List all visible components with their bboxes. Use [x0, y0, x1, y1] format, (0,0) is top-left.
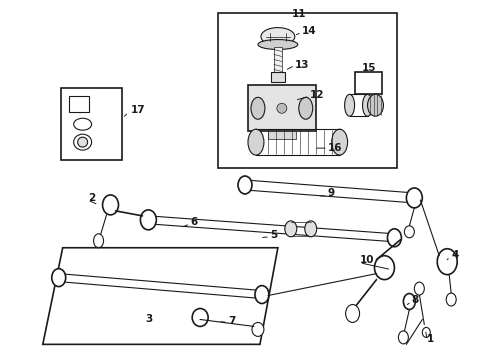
Ellipse shape: [238, 176, 252, 194]
Ellipse shape: [363, 94, 372, 116]
Bar: [218, 13, 397, 168]
Text: 6: 6: [190, 217, 197, 227]
Text: 15: 15: [362, 63, 376, 73]
Circle shape: [77, 137, 88, 147]
Text: 4: 4: [451, 250, 459, 260]
Ellipse shape: [368, 94, 384, 116]
Bar: [274, 46, 282, 82]
Ellipse shape: [285, 221, 297, 237]
Text: 3: 3: [146, 314, 153, 324]
Ellipse shape: [406, 188, 422, 208]
Ellipse shape: [345, 305, 360, 323]
Text: 12: 12: [310, 90, 324, 100]
Text: 10: 10: [360, 255, 374, 265]
Text: 11: 11: [292, 9, 306, 19]
Ellipse shape: [248, 129, 264, 155]
Ellipse shape: [305, 221, 317, 237]
Ellipse shape: [398, 331, 408, 344]
Ellipse shape: [404, 226, 415, 238]
Ellipse shape: [252, 323, 264, 336]
Bar: [248, 85, 316, 131]
Text: 14: 14: [302, 26, 317, 36]
Ellipse shape: [255, 285, 269, 303]
Bar: [69, 96, 89, 112]
Ellipse shape: [332, 129, 347, 155]
Text: 13: 13: [295, 60, 309, 71]
Ellipse shape: [251, 97, 265, 119]
Ellipse shape: [258, 40, 298, 50]
Ellipse shape: [277, 103, 287, 113]
Ellipse shape: [374, 256, 394, 280]
Bar: [268, 131, 296, 139]
Ellipse shape: [141, 210, 156, 230]
Ellipse shape: [74, 118, 92, 130]
Ellipse shape: [437, 249, 457, 275]
Text: 16: 16: [328, 143, 342, 153]
Bar: [271, 72, 285, 82]
Text: 8: 8: [412, 294, 418, 305]
Text: 2: 2: [89, 193, 96, 203]
Text: 5: 5: [270, 230, 277, 240]
Ellipse shape: [344, 94, 355, 116]
Text: 17: 17: [130, 105, 145, 115]
Ellipse shape: [446, 293, 456, 306]
Ellipse shape: [388, 229, 401, 247]
Bar: [61, 88, 122, 160]
Ellipse shape: [261, 28, 295, 45]
Ellipse shape: [192, 309, 208, 327]
Ellipse shape: [94, 234, 103, 248]
Ellipse shape: [74, 134, 92, 150]
Ellipse shape: [415, 282, 424, 295]
Bar: [355, 72, 383, 94]
Ellipse shape: [422, 328, 430, 337]
Text: 1: 1: [427, 334, 435, 345]
Text: 9: 9: [328, 188, 335, 198]
Ellipse shape: [52, 269, 66, 287]
Ellipse shape: [299, 97, 313, 119]
Text: 7: 7: [228, 316, 235, 327]
Ellipse shape: [403, 293, 416, 310]
Ellipse shape: [102, 195, 119, 215]
